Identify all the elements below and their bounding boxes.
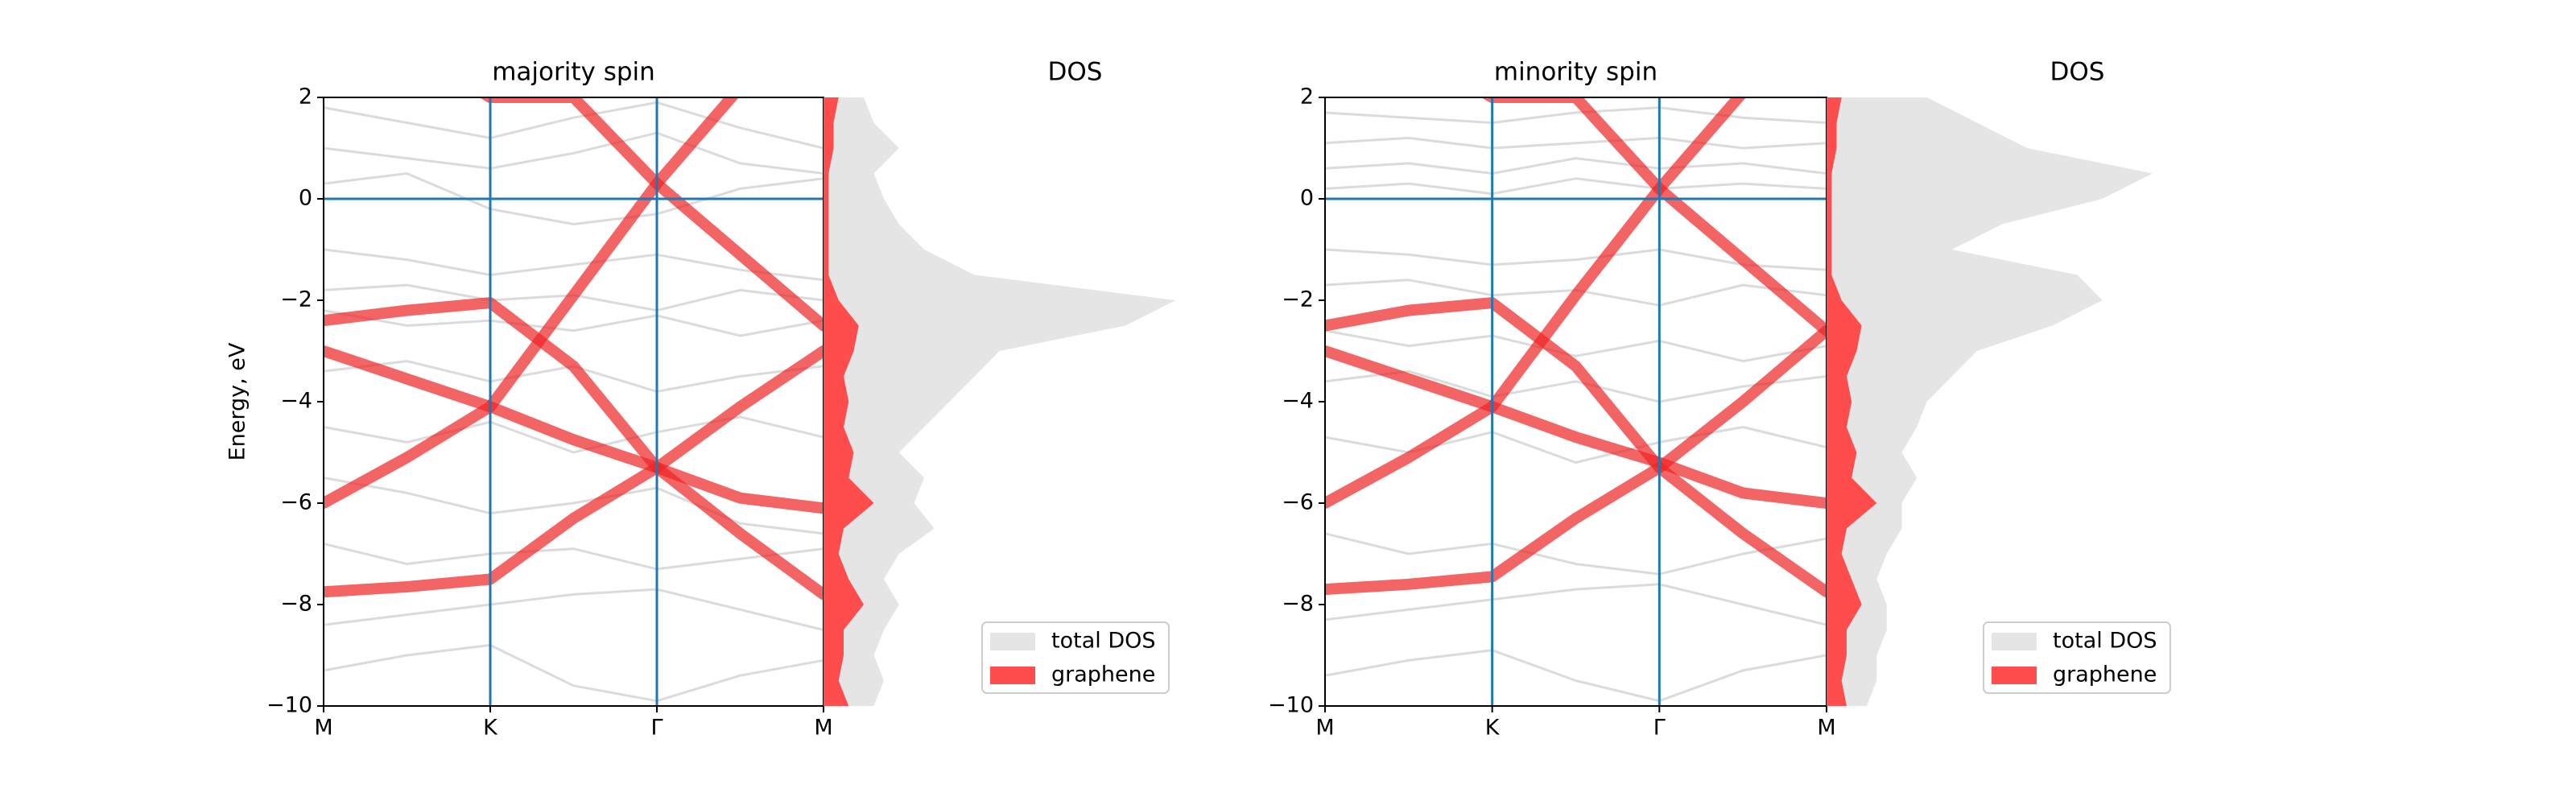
y-tick-label: 2: [299, 85, 312, 109]
x-tick-label: K: [483, 716, 498, 741]
dos-area: [824, 97, 874, 706]
band: [1325, 106, 1827, 124]
band: [324, 588, 824, 631]
band: [324, 248, 824, 282]
plot-area: [824, 97, 1176, 706]
x-tick-label: K: [1485, 716, 1501, 741]
band: [1325, 583, 1827, 626]
y-tick-label: −10: [266, 693, 312, 718]
graphene-band: [1325, 97, 1746, 509]
dos-area: [1827, 97, 2153, 706]
legend-label: graphene: [2053, 663, 2157, 687]
dos-area: [824, 97, 1176, 706]
x-tick-label: M: [314, 716, 332, 741]
graphene-band: [324, 461, 824, 601]
graphene-band: [324, 97, 739, 509]
y-tick-label: −8: [1282, 592, 1314, 617]
y-tick-label: 0: [299, 186, 312, 211]
band: [1325, 369, 1827, 403]
legend-label: total DOS: [2053, 629, 2157, 654]
y-tick-label: −4: [280, 389, 312, 414]
legend-swatch: [990, 667, 1035, 684]
plot-area: [1827, 97, 2153, 706]
band: [324, 542, 824, 571]
chart-title: DOS: [1048, 58, 1103, 87]
legend-label: total DOS: [1051, 629, 1156, 654]
graphene-band: [324, 297, 824, 473]
y-tick-label: −2: [1282, 287, 1314, 312]
band: [324, 309, 824, 337]
graphene-band: [324, 345, 824, 514]
graphene-band: [1325, 461, 1827, 598]
plot-area: [1325, 97, 1827, 703]
band: [324, 172, 824, 225]
band: [324, 477, 824, 535]
graphene-band: [1325, 345, 1827, 509]
band: [1325, 532, 1827, 576]
x-tick-label: M: [1817, 716, 1835, 741]
band: [324, 643, 824, 703]
plot-area: [324, 97, 824, 703]
y-tick-label: −2: [280, 287, 312, 312]
graphene-band: [1325, 297, 1827, 473]
band: [324, 101, 824, 150]
x-tick-label: M: [814, 716, 832, 741]
band: [324, 131, 824, 175]
x-tick-label: Γ: [650, 716, 663, 741]
dos-area: [1827, 97, 1877, 706]
band: [324, 415, 824, 454]
chart-title: minority spin: [1494, 58, 1657, 87]
band: [1325, 649, 1827, 703]
x-tick-label: M: [1315, 716, 1334, 741]
legend-label: graphene: [1051, 663, 1155, 687]
band: [1325, 329, 1827, 363]
y-tick-label: −6: [1282, 490, 1314, 515]
y-tick-label: 0: [1300, 186, 1314, 211]
chart-title: DOS: [2050, 58, 2105, 87]
y-tick-label: 2: [1300, 85, 1314, 109]
graphene-band: [479, 97, 824, 332]
y-axis-label: Energy, eV: [225, 342, 250, 460]
legend-swatch: [1992, 667, 2037, 684]
legend-swatch: [990, 633, 1035, 650]
legend-swatch: [1992, 633, 2037, 650]
y-tick-label: −4: [1282, 389, 1314, 414]
x-tick-label: Γ: [1653, 716, 1666, 741]
graphene-band: [1481, 97, 1827, 336]
y-tick-label: −10: [1268, 693, 1314, 718]
band: [1325, 136, 1827, 150]
chart-title: majority spin: [492, 58, 655, 87]
y-tick-label: −8: [280, 592, 312, 617]
band: [1325, 177, 1827, 196]
band: [1325, 157, 1827, 175]
y-tick-label: −6: [280, 490, 312, 515]
